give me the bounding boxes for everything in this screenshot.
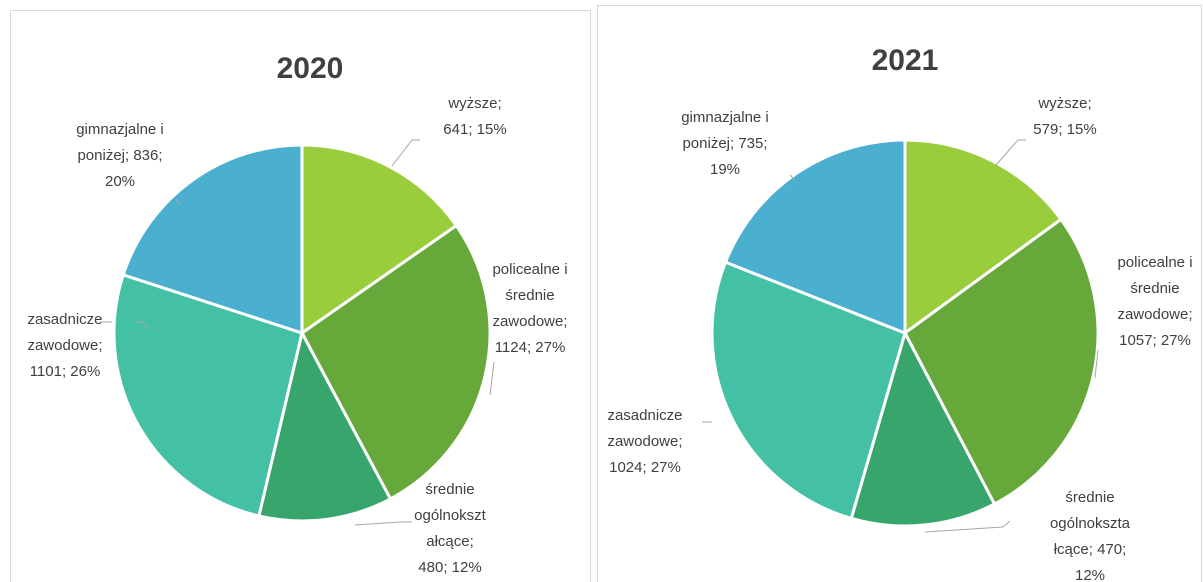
data-label: 20% bbox=[105, 173, 135, 190]
data-label: 579; 15% bbox=[1033, 121, 1096, 138]
leader-line bbox=[1094, 349, 1099, 379]
pie-slice bbox=[723, 138, 907, 336]
chart-title: 2021 bbox=[872, 44, 939, 77]
data-label: średnie bbox=[425, 481, 474, 498]
data-label: 12% bbox=[1075, 567, 1105, 582]
pie-slice bbox=[849, 328, 997, 528]
leader-line bbox=[354, 521, 412, 526]
data-label: średnie bbox=[505, 287, 554, 304]
data-label: ogólnokszt bbox=[414, 507, 487, 524]
data-label: 1101; 26% bbox=[30, 363, 101, 380]
chart-frame bbox=[597, 5, 1202, 582]
data-label: zasadnicze bbox=[27, 311, 102, 328]
data-label: 1124; 27% bbox=[495, 339, 566, 356]
data-label: średnie bbox=[1130, 280, 1179, 297]
leader-line bbox=[175, 198, 181, 206]
data-label: ogólnokszta bbox=[1050, 515, 1131, 532]
data-label: policealne i bbox=[492, 261, 567, 278]
data-label: zawodowe; bbox=[607, 433, 682, 450]
data-label: ałcące; bbox=[426, 533, 474, 550]
data-label: gimnazjalne i bbox=[76, 121, 164, 138]
pie-slice bbox=[903, 217, 1100, 507]
data-label: poniżej; 735; bbox=[682, 135, 767, 152]
pie-slice bbox=[112, 272, 304, 518]
data-label: zawodowe; bbox=[27, 337, 102, 354]
pie-slice bbox=[300, 143, 459, 336]
data-label: zawodowe; bbox=[1117, 306, 1192, 323]
pie-slice bbox=[710, 260, 907, 521]
data-label: 19% bbox=[710, 161, 740, 178]
data-label: wyższe; bbox=[447, 95, 501, 112]
data-label: 641; 15% bbox=[443, 121, 506, 138]
data-label: wyższe; bbox=[1037, 95, 1091, 112]
chart-title: 2020 bbox=[277, 52, 344, 85]
leader-line bbox=[100, 321, 151, 331]
leader-line bbox=[789, 174, 796, 181]
chart-frame bbox=[10, 10, 591, 582]
pie-slice bbox=[121, 143, 304, 336]
pie-slice bbox=[300, 223, 492, 501]
leader-line bbox=[391, 139, 420, 167]
data-label: średnie bbox=[1065, 489, 1114, 506]
data-label: łcące; 470; bbox=[1054, 541, 1127, 558]
leader-line bbox=[489, 361, 495, 396]
data-label: policealne i bbox=[1117, 254, 1192, 271]
data-label: gimnazjalne i bbox=[681, 109, 769, 126]
pie-slice bbox=[903, 138, 1064, 336]
data-label: 480; 12% bbox=[418, 559, 481, 576]
data-label: zasadnicze bbox=[607, 407, 682, 424]
data-label: 1024; 27% bbox=[609, 459, 681, 476]
data-label: 1057; 27% bbox=[1119, 332, 1191, 349]
leader-line bbox=[924, 520, 1011, 533]
data-label: zawodowe; bbox=[492, 313, 567, 330]
data-label: poniżej; 836; bbox=[77, 147, 162, 164]
leader-line bbox=[995, 139, 1026, 166]
